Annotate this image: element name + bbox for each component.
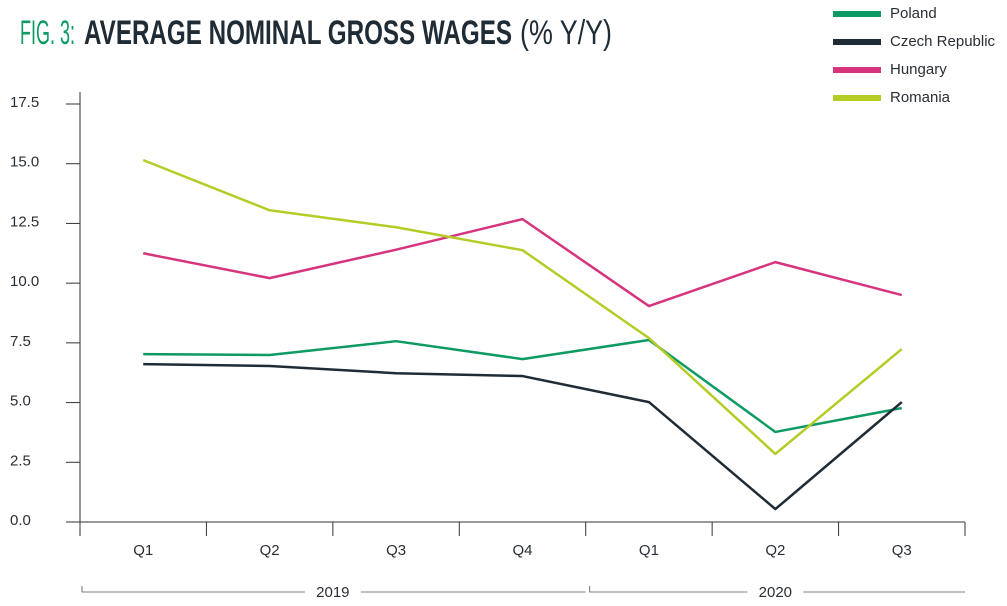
- group-bracket: [81, 586, 586, 593]
- unit-label: (% Y/Y): [520, 14, 612, 52]
- y-tick-label: 5.0: [10, 393, 31, 410]
- figure-label: FIG. 3:: [20, 14, 75, 52]
- legend-swatch: [833, 39, 881, 45]
- legend-label: Czech Republic: [890, 33, 996, 50]
- legend-label: Hungary: [890, 61, 947, 78]
- y-tick-label: 2.5: [10, 452, 31, 469]
- legend-swatch: [833, 11, 881, 17]
- series-line: [143, 362, 903, 511]
- x-tick-label: Q1: [639, 542, 659, 559]
- x-tick-label: Q4: [512, 542, 532, 559]
- group-label: 2019: [316, 584, 349, 601]
- x-tick-label: Q1: [133, 542, 153, 559]
- x-tick-label: Q3: [892, 542, 912, 559]
- legend-swatch: [833, 67, 881, 73]
- y-tick-label: 17.5: [10, 94, 39, 111]
- legend-label: Romania: [890, 89, 951, 106]
- y-tick-label: 0.0: [10, 512, 31, 529]
- series-line: [142, 158, 903, 456]
- y-tick-label: 12.5: [10, 213, 39, 230]
- group-bracket: [589, 586, 965, 593]
- group-label: 2020: [759, 584, 792, 601]
- series-line: [142, 217, 903, 308]
- legend-swatch: [833, 95, 881, 101]
- chart-title: AVERAGE NOMINAL GROSS WAGES: [84, 14, 512, 52]
- series-line: [143, 338, 903, 434]
- y-tick-label: 7.5: [10, 333, 31, 350]
- y-tick-label: 10.0: [10, 273, 39, 290]
- x-tick-label: Q2: [260, 542, 280, 559]
- legend-label: Poland: [890, 5, 937, 22]
- y-tick-label: 15.0: [10, 154, 39, 171]
- x-tick-label: Q2: [765, 542, 785, 559]
- x-tick-label: Q3: [386, 542, 406, 559]
